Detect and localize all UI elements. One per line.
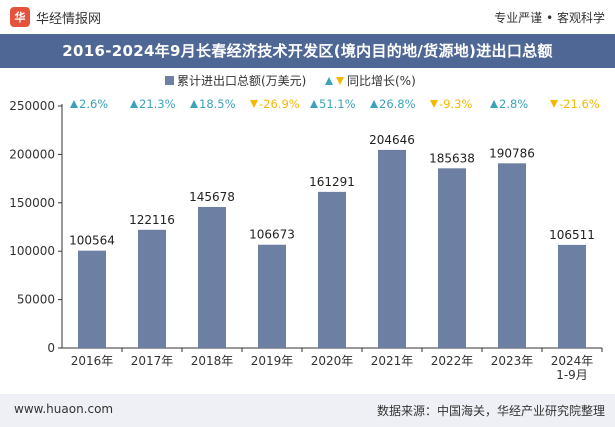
growth-value-label: 2.8% [499, 97, 528, 111]
growth-value-label: 51.1% [319, 97, 356, 111]
x-tick-label: 2017年 [131, 354, 174, 368]
bar-value-label: 122116 [129, 213, 175, 227]
growth-value-label: 21.3% [139, 97, 176, 111]
y-tick-label: 0 [47, 341, 55, 355]
brand-logo-icon: 华 [10, 7, 30, 27]
bar [258, 244, 286, 348]
footer-source: 数据来源：中国海关，华经产业研究院整理 [376, 404, 605, 418]
growth-value-label: 26.8% [379, 97, 416, 111]
y-tick-label: 200000 [9, 147, 55, 161]
y-tick-label: 50000 [17, 293, 55, 307]
x-tick-label: 2023年 [491, 354, 534, 368]
bar-value-label: 100564 [69, 234, 115, 248]
bar-value-label: 190786 [489, 146, 535, 160]
x-tick-label: 2021年 [371, 354, 414, 368]
bar-value-label: 106511 [549, 228, 595, 242]
bar [438, 168, 466, 348]
growth-value-label: 2.6% [79, 97, 108, 111]
x-tick-label: 2019年 [251, 354, 294, 368]
x-tick-label: 2018年 [191, 354, 234, 368]
legend-growth-label: 同比增长(%) [347, 74, 416, 88]
growth-value-label: 18.5% [199, 97, 236, 111]
bar [78, 250, 106, 348]
bar-value-label: 185638 [429, 151, 475, 165]
bar [558, 244, 586, 348]
growth-up-triangle-icon [190, 100, 198, 108]
bar [378, 149, 406, 348]
footer-url[interactable]: www.huaon.com [14, 402, 114, 416]
growth-value-label: -21.6% [559, 97, 600, 111]
footer: www.huaon.com 数据来源：中国海关，华经产业研究院整理 [0, 394, 615, 427]
growth-down-triangle-icon [430, 100, 438, 108]
legend-down-triangle-icon [336, 77, 344, 85]
x-tick-label: 2016年 [71, 354, 114, 368]
growth-value-label: -26.9% [259, 97, 300, 111]
bar [198, 206, 226, 348]
brand[interactable]: 华 华经情报网 [10, 7, 101, 27]
growth-up-triangle-icon [370, 100, 378, 108]
growth-down-triangle-icon [550, 100, 558, 108]
x-tick-label: 2022年 [431, 354, 474, 368]
growth-down-triangle-icon [250, 100, 258, 108]
legend-bar-label: 累计进出口总额(万美元) [177, 74, 306, 88]
bar [318, 191, 346, 348]
brand-name: 华经情报网 [36, 11, 102, 27]
top-bar: 华 华经情报网 专业严谨 • 客观科学 [0, 0, 615, 34]
chart-title: 2016-2024年9月长春经济技术开发区(境内目的地/货源地)进出口总额 [62, 42, 553, 60]
x-tick-label: 2020年 [311, 354, 354, 368]
slogan: 专业严谨 • 客观科学 [494, 11, 605, 25]
bar [498, 163, 526, 348]
legend-bar-swatch [165, 76, 174, 85]
bar-value-label: 145678 [189, 190, 235, 204]
growth-up-triangle-icon [310, 100, 318, 108]
bar-value-label: 106673 [249, 228, 295, 242]
growth-up-triangle-icon [130, 100, 138, 108]
x-tick-label: 2024年 [551, 354, 594, 368]
bar-value-label: 161291 [309, 175, 355, 189]
growth-up-triangle-icon [70, 100, 78, 108]
growth-value-label: -9.3% [439, 97, 472, 111]
y-tick-label: 150000 [9, 196, 55, 210]
x-tick-label: 1-9月 [556, 368, 588, 382]
title-bar: 2016-2024年9月长春经济技术开发区(境内目的地/货源地)进出口总额 [0, 34, 615, 68]
y-tick-label: 100000 [9, 244, 55, 258]
bar [138, 229, 166, 348]
bar-chart: 0 50000 100000 150000 200000 250000 累计进出口总额(万美… [9, 74, 603, 382]
y-tick-label: 250000 [9, 99, 55, 113]
legend-up-triangle-icon [325, 77, 333, 85]
growth-up-triangle-icon [490, 100, 498, 108]
bar-value-label: 204646 [369, 133, 415, 147]
